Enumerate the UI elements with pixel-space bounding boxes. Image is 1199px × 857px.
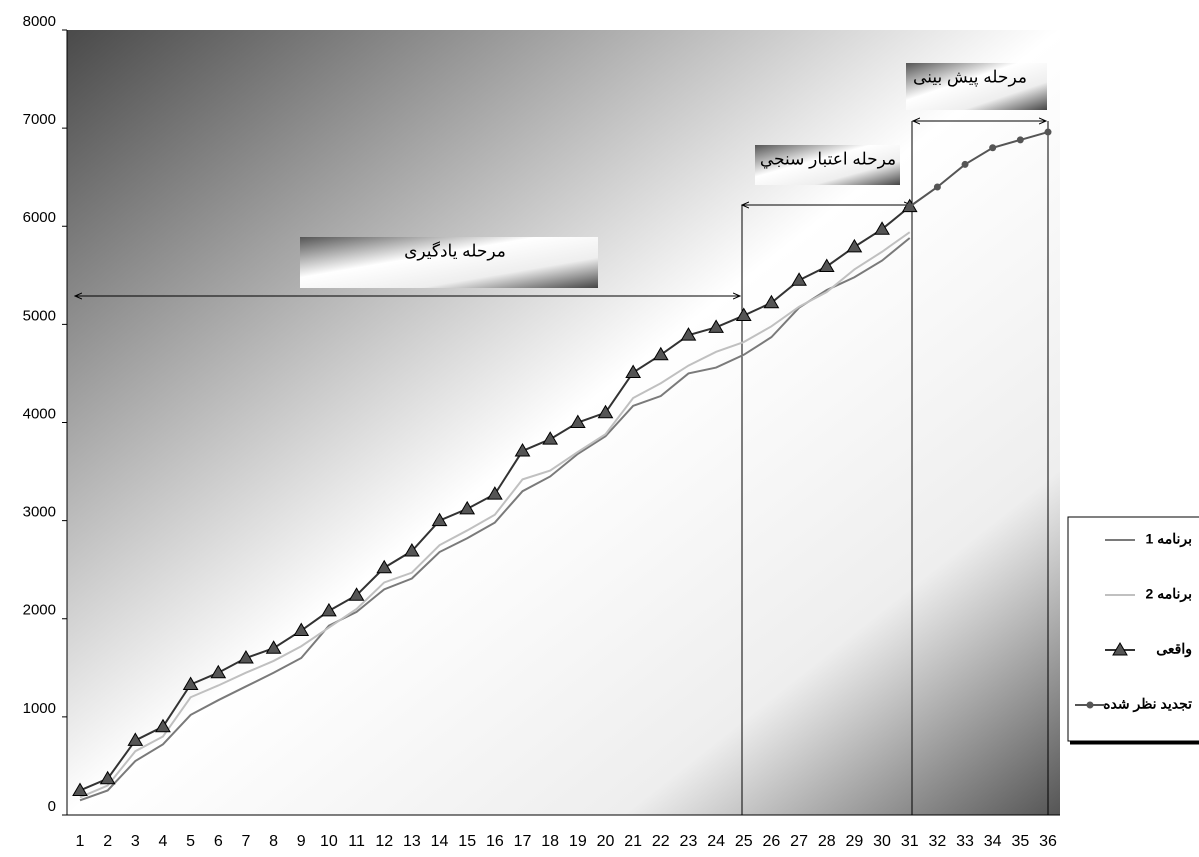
data-point [376, 559, 393, 574]
data-point [569, 414, 586, 428]
phase-box [906, 63, 1047, 110]
data-point [486, 486, 503, 500]
x-tick-label: 30 [873, 833, 891, 850]
data-point [791, 272, 807, 286]
x-tick-label: 3 [131, 833, 140, 850]
data-point [625, 364, 642, 378]
legend-label: برنامه 2 [1146, 586, 1192, 603]
x-tick-label: 26 [763, 833, 781, 850]
data-point [431, 512, 448, 527]
data-point [961, 160, 969, 168]
data-point [182, 676, 199, 690]
x-tick-label: 25 [735, 833, 753, 850]
data-point [708, 319, 724, 333]
phase-box [755, 145, 900, 185]
data-point [293, 622, 310, 637]
data-point [906, 203, 914, 211]
x-tick-label: 9 [297, 833, 306, 850]
legend-label: تجدید نظر شده [1103, 696, 1192, 713]
phase-label: مرحله یادگیری [404, 240, 506, 261]
data-point [404, 543, 420, 557]
x-tick-label: 27 [790, 833, 808, 850]
data-point [597, 404, 614, 419]
series-line [79, 231, 911, 799]
legend-marker [1112, 642, 1128, 656]
x-tick-label: 19 [569, 833, 587, 850]
x-tick-label: 14 [431, 833, 449, 850]
x-tick-label: 2 [103, 833, 112, 850]
series-line [79, 237, 911, 802]
data-point [155, 718, 171, 733]
y-tick-label: 8000 [23, 13, 56, 30]
x-tick-label: 18 [541, 833, 559, 850]
data-point [99, 770, 116, 785]
y-tick-label: 2000 [23, 602, 56, 619]
data-point [680, 327, 697, 341]
phase-label: مرحله اعتبار سنجي [760, 149, 896, 169]
x-tick-label: 22 [652, 833, 670, 850]
x-tick-label: 28 [818, 833, 836, 850]
series-line [909, 131, 1049, 208]
data-point [1044, 128, 1052, 136]
x-tick-label: 32 [928, 833, 946, 850]
x-tick-label: 11 [348, 833, 365, 850]
data-point [265, 640, 282, 654]
x-tick-label: 13 [403, 833, 421, 850]
x-tick-label: 33 [956, 833, 974, 850]
x-tick-label: 7 [241, 833, 250, 850]
x-tick-label: 4 [159, 833, 168, 850]
annotations: مرحله یادگیری مرحله اعتبار سنجي مرحله پی… [75, 63, 1049, 815]
data-point [818, 258, 835, 272]
x-tick-label: 12 [375, 833, 393, 850]
data-point [735, 307, 752, 322]
x-tick-label: 6 [214, 833, 223, 850]
x-tick-label: 23 [680, 833, 698, 850]
x-tick-label: 29 [846, 833, 864, 850]
data-point [459, 500, 476, 515]
x-tick-label: 36 [1039, 833, 1057, 850]
x-tick-label: 10 [320, 833, 338, 850]
data-point [127, 732, 144, 746]
phase-label: مرحله پیش بینی [913, 67, 1027, 87]
y-tick-label: 6000 [23, 209, 56, 226]
data-point [321, 602, 337, 617]
y-tick-label: 1000 [23, 700, 56, 717]
y-tick-label: 7000 [23, 111, 56, 128]
y-tick-label: 3000 [23, 504, 56, 521]
x-tick-label: 8 [269, 833, 278, 850]
x-tick-label: 34 [984, 833, 1002, 850]
x-tick-label: 17 [514, 833, 532, 850]
legend-label: برنامه 1 [1146, 531, 1192, 548]
x-tick-label: 35 [1011, 833, 1029, 850]
x-tick-label: 16 [486, 833, 504, 850]
x-tick-label: 15 [458, 833, 476, 850]
data-point [238, 650, 254, 664]
data-point [348, 587, 365, 601]
data-point [652, 346, 669, 361]
data-point [1016, 136, 1024, 144]
x-tick-label: 1 [76, 833, 85, 850]
y-tick-label: 0 [48, 798, 56, 815]
data-point [542, 431, 559, 445]
legend-label: واقعی [1156, 641, 1192, 658]
data-point [72, 782, 88, 796]
data-point [210, 664, 227, 679]
data-point [874, 221, 890, 235]
data-point [514, 442, 531, 457]
phase-box [300, 237, 598, 288]
data-point [933, 183, 941, 191]
x-tick-label: 20 [597, 833, 615, 850]
y-tick-label: 5000 [23, 307, 56, 324]
x-tick-label: 5 [186, 833, 195, 850]
data-point [989, 144, 997, 152]
data-point [846, 238, 863, 253]
x-tick-label: 21 [624, 833, 642, 850]
data-point [763, 294, 780, 309]
legend-marker [1086, 701, 1094, 709]
x-tick-label: 24 [707, 833, 725, 850]
y-tick-label: 4000 [23, 405, 56, 422]
plot-background [67, 30, 1060, 815]
x-tick-label: 31 [901, 833, 919, 850]
